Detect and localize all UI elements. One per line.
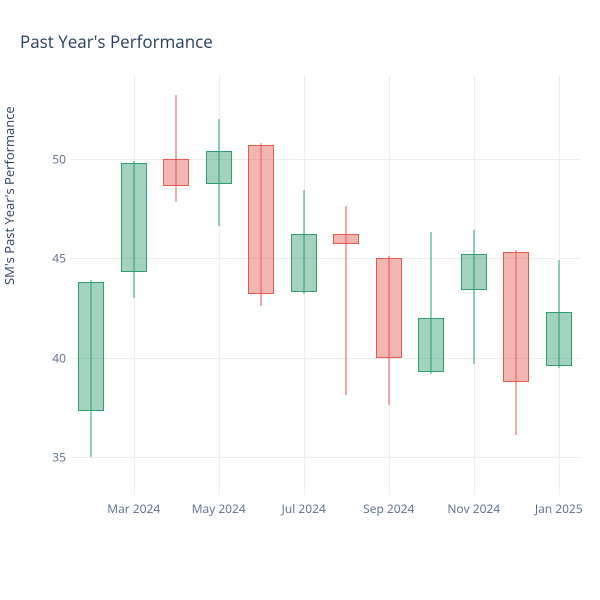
candlestick-body [376,258,402,358]
candlestick-body [503,252,529,381]
candlestick-body [333,234,359,244]
y-tick-label: 50 [52,150,66,167]
candlestick-body [121,163,147,272]
chart-container: Past Year's Performance SM's Past Year's… [0,0,600,600]
x-tick-label: Sep 2024 [363,500,414,517]
candlestick-body [248,145,274,294]
x-tick-label: Nov 2024 [447,500,500,517]
x-tick-label: Mar 2024 [107,500,160,517]
y-gridline [70,457,580,458]
candlestick-body [418,318,444,372]
x-tick-label: May 2024 [192,500,246,517]
candlestick-body [78,282,104,411]
plot-area [70,75,580,495]
candlestick-wick [473,230,474,363]
candlestick-body [546,312,572,366]
chart-title: Past Year's Performance [20,30,213,53]
y-tick-label: 45 [52,250,66,267]
candlestick-body [461,254,487,290]
x-tick-label: Jul 2024 [282,500,326,517]
candlestick-body [206,151,232,185]
x-tick-label: Jan 2025 [535,500,583,517]
candlestick-body [163,159,189,187]
y-axis-title: SM's Past Year's Performance [0,106,18,285]
y-tick-label: 35 [52,449,66,466]
candlestick-body [291,234,317,292]
y-tick-label: 40 [52,349,66,366]
y-gridline [70,159,580,160]
